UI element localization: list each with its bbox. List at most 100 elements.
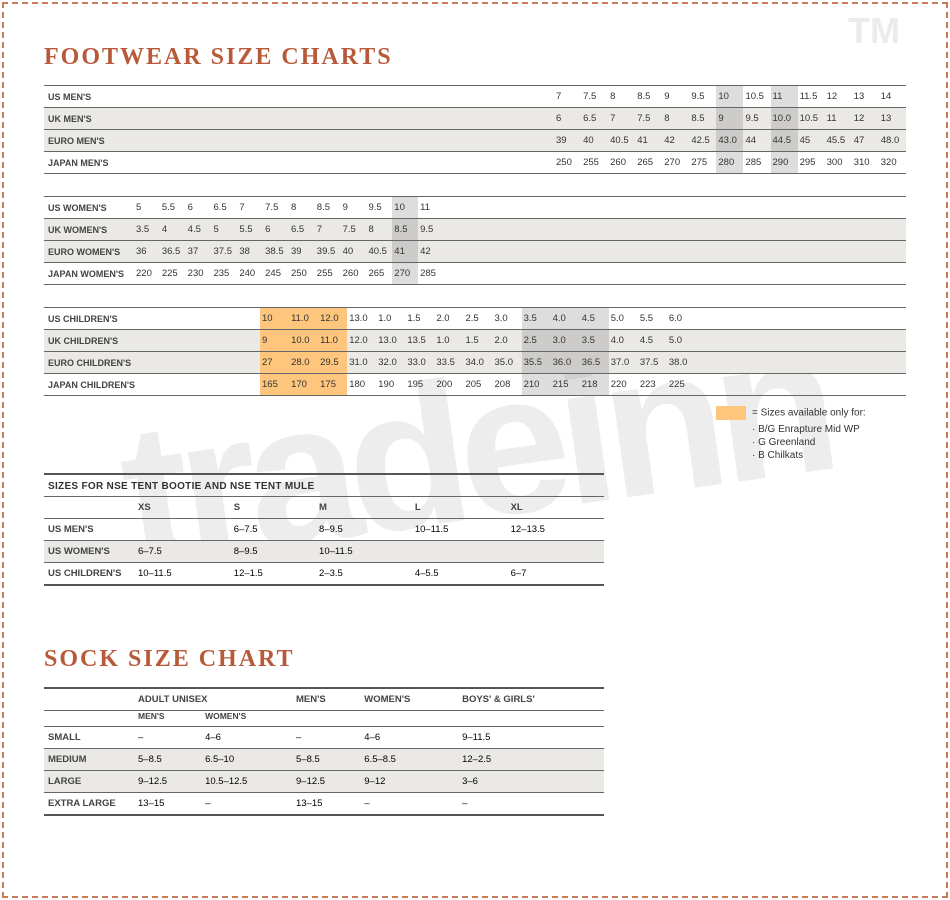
size-cell: 45.5	[825, 130, 852, 152]
size-cell	[134, 519, 230, 541]
size-cell	[864, 374, 906, 396]
size-cell	[134, 374, 176, 396]
size-cell	[444, 241, 486, 263]
size-cell: 42	[418, 241, 444, 263]
size-cell	[302, 86, 344, 108]
size-cell: 12–1.5	[230, 563, 315, 586]
size-cell	[738, 263, 780, 285]
legend-item: B/G Enrapture Mid WP	[752, 424, 906, 435]
size-cell: 33.5	[434, 352, 463, 374]
size-cell	[780, 308, 822, 330]
size-cell	[612, 197, 654, 219]
size-cell	[176, 108, 218, 130]
col-header: BOYS' & GIRLS'	[458, 688, 604, 711]
row-label: UK MEN'S	[44, 108, 134, 130]
size-cell	[134, 108, 176, 130]
size-cell: 36.5	[160, 241, 186, 263]
size-cell: 36	[134, 241, 160, 263]
size-cell: 13.0	[347, 308, 376, 330]
size-cell: 265	[635, 152, 662, 174]
size-cell: 13.5	[405, 330, 434, 352]
size-cell: 2.0	[493, 330, 522, 352]
size-cell: 35.5	[522, 352, 551, 374]
size-cell	[512, 130, 554, 152]
size-cell: 38.0	[667, 352, 696, 374]
sock-title: SOCK SIZE CHART	[44, 646, 906, 673]
shade-legend: = Sizes available only for: B/G Enraptur…	[716, 406, 906, 463]
row-label: US CHILDREN'S	[44, 563, 134, 586]
legend-item: B Chilkats	[752, 450, 906, 461]
row-label: LARGE	[44, 771, 134, 793]
footwear-title: FOOTWEAR SIZE CHARTS	[44, 44, 906, 71]
size-cell: 47	[852, 130, 879, 152]
size-cell	[176, 308, 218, 330]
size-cell: 10–11.5	[315, 541, 411, 563]
row-label: UK WOMEN'S	[44, 219, 134, 241]
size-cell	[218, 108, 260, 130]
size-cell: 10	[260, 308, 289, 330]
size-cell: 44.5	[771, 130, 798, 152]
size-cell: 9	[662, 86, 689, 108]
size-cell: 37.5	[211, 241, 237, 263]
size-cell	[822, 308, 864, 330]
size-cell	[696, 197, 738, 219]
size-cell: 12.0	[318, 308, 347, 330]
size-cell: 12–13.5	[507, 519, 604, 541]
size-cell: 5.5	[638, 308, 667, 330]
size-cell: 8.5	[635, 86, 662, 108]
size-cell: 38	[237, 241, 263, 263]
size-cell: 1.5	[405, 308, 434, 330]
size-cell	[612, 219, 654, 241]
size-cell: 7.5	[635, 108, 662, 130]
size-cell: 9	[716, 108, 743, 130]
legend-label: = Sizes available only for:	[752, 408, 866, 419]
size-cell: 235	[211, 263, 237, 285]
row-label: MEDIUM	[44, 749, 134, 771]
row-label: JAPAN WOMEN'S	[44, 263, 134, 285]
size-cell: 5.5	[160, 197, 186, 219]
size-cell	[444, 219, 486, 241]
size-cell	[260, 86, 302, 108]
size-cell: 265	[366, 263, 392, 285]
size-cell: 5–8.5	[134, 749, 201, 771]
size-cell	[780, 374, 822, 396]
size-cell	[302, 130, 344, 152]
size-cell	[486, 263, 528, 285]
size-cell: 6.5	[211, 197, 237, 219]
size-cell: 245	[263, 263, 289, 285]
size-cell: 37	[186, 241, 212, 263]
size-cell: 10.0	[289, 330, 318, 352]
size-cell	[512, 108, 554, 130]
size-cell: 170	[289, 374, 318, 396]
size-cell	[176, 352, 218, 374]
size-cell: 4.5	[638, 330, 667, 352]
size-cell: 1.0	[434, 330, 463, 352]
size-cell: 8.5	[689, 108, 716, 130]
size-cell: 4–6	[360, 727, 458, 749]
size-cell: 5–8.5	[292, 749, 360, 771]
size-cell: 39	[289, 241, 315, 263]
size-cell: 300	[825, 152, 852, 174]
size-cell: 4.5	[186, 219, 212, 241]
size-cell	[302, 108, 344, 130]
col-header: L	[411, 497, 507, 519]
size-cell: 11.5	[798, 86, 825, 108]
size-cell: 2–3.5	[315, 563, 411, 586]
size-cell: 10–11.5	[411, 519, 507, 541]
size-cell: 6–7.5	[230, 519, 315, 541]
size-cell	[780, 330, 822, 352]
children-size-table: US CHILDREN'S1011.012.013.01.01.52.02.53…	[44, 307, 906, 396]
size-cell	[134, 130, 176, 152]
size-cell: 210	[522, 374, 551, 396]
size-cell: 28.0	[289, 352, 318, 374]
row-label: US WOMEN'S	[44, 197, 134, 219]
size-cell: 6	[263, 219, 289, 241]
size-cell: 205	[463, 374, 492, 396]
size-cell: 5	[134, 197, 160, 219]
size-cell: 9–12.5	[292, 771, 360, 793]
size-cell	[780, 197, 822, 219]
size-cell: 8	[366, 219, 392, 241]
size-cell	[822, 241, 864, 263]
size-cell: 195	[405, 374, 434, 396]
size-cell: 250	[554, 152, 581, 174]
